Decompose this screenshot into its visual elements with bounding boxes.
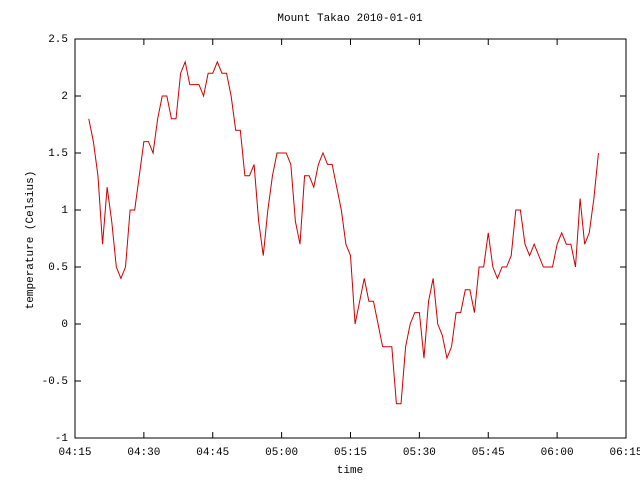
plot-border (74, 38, 627, 439)
x-tick-label: 04:45 (196, 447, 229, 459)
y-tick-label: 0.5 (48, 262, 68, 274)
x-tick-label: 05:00 (265, 447, 298, 459)
y-axis-label: temperature (Celsius) (25, 171, 37, 310)
y-tick-label: 0 (61, 319, 68, 331)
chart-title: Mount Takao 2010-01-01 (277, 13, 423, 25)
x-axis-label: time (337, 465, 363, 477)
y-tick-label: 1 (61, 205, 68, 217)
x-tick-label: 06:15 (609, 447, 640, 459)
y-tick-label: 2.5 (48, 34, 68, 46)
x-tick-label: 05:15 (334, 447, 367, 459)
x-tick-label: 04:15 (58, 447, 91, 459)
data-line (88, 60, 599, 405)
x-tick-label: 05:30 (403, 447, 436, 459)
x-tick-label: 06:00 (541, 447, 574, 459)
y-tick-label: -1 (55, 433, 69, 445)
x-tick-label: 05:45 (472, 447, 505, 459)
y-tick-label: 2 (61, 91, 68, 103)
y-tick-label: 1.5 (48, 148, 68, 160)
y-tick-label: -0.5 (42, 376, 68, 388)
x-tick-label: 04:30 (127, 447, 160, 459)
